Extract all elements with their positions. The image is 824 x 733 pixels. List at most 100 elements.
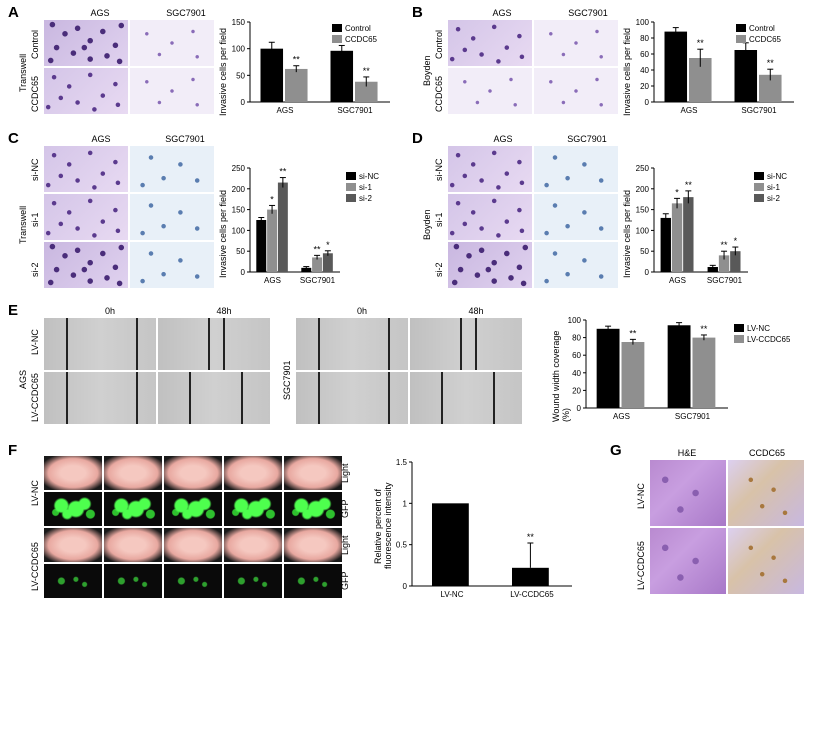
chart-d: 050100150200250AGS***SGC7901***si-NCsi-1… — [628, 154, 810, 290]
svg-text:0: 0 — [241, 268, 246, 277]
ylabel-e: Wound width coverage (%) — [551, 318, 571, 422]
svg-text:250: 250 — [232, 164, 246, 173]
assay-label-d: Boyden — [422, 190, 432, 260]
svg-text:**: ** — [279, 167, 287, 177]
svg-text:SGC7901: SGC7901 — [675, 412, 711, 421]
svg-text:**: ** — [293, 55, 301, 65]
svg-text:AGS: AGS — [669, 276, 686, 285]
svg-text:CCDC65: CCDC65 — [749, 35, 782, 44]
row-label-g-0: LV-NC — [636, 466, 646, 526]
row-label-a-0: Control — [30, 22, 40, 66]
panel-label-d: D — [412, 130, 423, 147]
svg-text:SGC7901: SGC7901 — [741, 106, 777, 115]
chart-c: 050100150200250AGS***SGC7901***si-NCsi-1… — [224, 154, 402, 290]
panel-label-e: E — [8, 302, 18, 319]
svg-text:AGS: AGS — [277, 106, 294, 115]
assay-label-b: Boyden — [422, 36, 432, 106]
svg-text:LV-CCDC65: LV-CCDC65 — [747, 335, 790, 344]
svg-text:**: ** — [721, 240, 729, 250]
svg-text:si-1: si-1 — [359, 183, 372, 192]
micrographs-g — [650, 460, 804, 594]
ylabel-f: Relative percent of fluorescence intensi… — [373, 466, 393, 586]
svg-text:1: 1 — [403, 499, 408, 508]
panel-label-c: C — [8, 130, 19, 147]
svg-text:100: 100 — [232, 45, 246, 54]
row-label-c-1: si-1 — [30, 198, 40, 242]
svg-text:150: 150 — [232, 206, 246, 215]
micrographs-b — [448, 20, 618, 114]
row-label-b-1: CCDC65 — [434, 72, 444, 116]
ylabel-c: Invasive cells per field — [218, 178, 228, 278]
time-e-0a: 0h — [80, 306, 140, 316]
svg-text:AGS: AGS — [264, 276, 281, 285]
col-label-d-1: SGC7901 — [548, 134, 626, 144]
ylabel-d: Invasive cells per field — [622, 178, 632, 278]
chart-b: 020406080100AGS**SGC7901**ControlCCDC65 — [628, 8, 798, 120]
svg-text:40: 40 — [640, 66, 649, 75]
svg-text:20: 20 — [640, 82, 649, 91]
assay-label-a: Transwell — [18, 28, 28, 118]
col-label-c-1: SGC7901 — [146, 134, 224, 144]
col-label-c-0: AGS — [62, 134, 140, 144]
chart-f: 00.511.5LV-NCLV-CCDC65** — [386, 448, 576, 604]
time-e-1a: 48h — [194, 306, 254, 316]
row-label-b-0: Control — [434, 22, 444, 66]
time-e-0b: 0h — [332, 306, 392, 316]
side-f-0: Light — [340, 458, 350, 488]
svg-text:250: 250 — [636, 164, 650, 173]
chart-a: 050100150AGS**SGC7901**ControlCCDC65 — [224, 8, 394, 120]
svg-text:*: * — [326, 240, 330, 250]
svg-text:50: 50 — [236, 247, 245, 256]
svg-text:40: 40 — [572, 369, 581, 378]
col-label-a-1: SGC7901 — [146, 8, 226, 18]
row-label-c-2: si-2 — [30, 248, 40, 292]
svg-text:*: * — [734, 236, 738, 246]
svg-text:**: ** — [700, 324, 708, 334]
col-label-g-0: H&E — [650, 448, 724, 458]
side-f-3: GFP — [340, 566, 350, 596]
svg-text:100: 100 — [636, 18, 650, 27]
col-label-g-1: CCDC65 — [730, 448, 804, 458]
svg-text:60: 60 — [640, 50, 649, 59]
side-f-2: Light — [340, 530, 350, 560]
cell-label-e-1: SGC7901 — [282, 340, 292, 420]
row-label-f-1: LV-CCDC65 — [30, 532, 40, 602]
svg-text:**: ** — [314, 244, 322, 254]
svg-text:LV-NC: LV-NC — [441, 590, 464, 599]
lung-grid-f — [44, 456, 342, 598]
svg-text:100: 100 — [232, 226, 246, 235]
side-f-1: GFP — [340, 494, 350, 524]
svg-text:si-NC: si-NC — [767, 172, 787, 181]
svg-text:AGS: AGS — [613, 412, 630, 421]
svg-text:**: ** — [685, 180, 693, 190]
panel-label-f: F — [8, 442, 17, 459]
svg-text:LV-CCDC65: LV-CCDC65 — [510, 590, 554, 599]
svg-text:Control: Control — [345, 24, 371, 33]
svg-text:CCDC65: CCDC65 — [345, 35, 378, 44]
svg-text:*: * — [270, 194, 274, 204]
svg-text:150: 150 — [636, 206, 650, 215]
svg-text:80: 80 — [572, 334, 581, 343]
svg-text:0: 0 — [241, 98, 246, 107]
svg-text:80: 80 — [640, 34, 649, 43]
svg-text:0: 0 — [577, 404, 582, 413]
micrographs-a — [44, 20, 214, 114]
col-label-a-0: AGS — [60, 8, 140, 18]
svg-text:*: * — [675, 187, 679, 197]
row-label-c-0: si-NC — [30, 148, 40, 192]
svg-text:20: 20 — [572, 386, 581, 395]
svg-text:SGC7901: SGC7901 — [300, 276, 336, 285]
panel-label-b: B — [412, 4, 423, 21]
panel-label-g: G — [610, 442, 622, 459]
svg-text:SGC7901: SGC7901 — [707, 276, 743, 285]
row-label-d-1: si-1 — [434, 198, 444, 242]
row-label-f-0: LV-NC — [30, 462, 40, 524]
svg-text:**: ** — [697, 38, 705, 48]
svg-text:**: ** — [767, 58, 775, 68]
svg-text:60: 60 — [572, 351, 581, 360]
svg-text:50: 50 — [640, 247, 649, 256]
svg-text:0.5: 0.5 — [396, 541, 408, 550]
svg-text:0: 0 — [645, 98, 650, 107]
chart-e: 020406080100AGS**SGC7901**LV-NCLV-CCDC65 — [560, 306, 790, 426]
ylabel-b: Invasive cells per field — [622, 24, 632, 116]
